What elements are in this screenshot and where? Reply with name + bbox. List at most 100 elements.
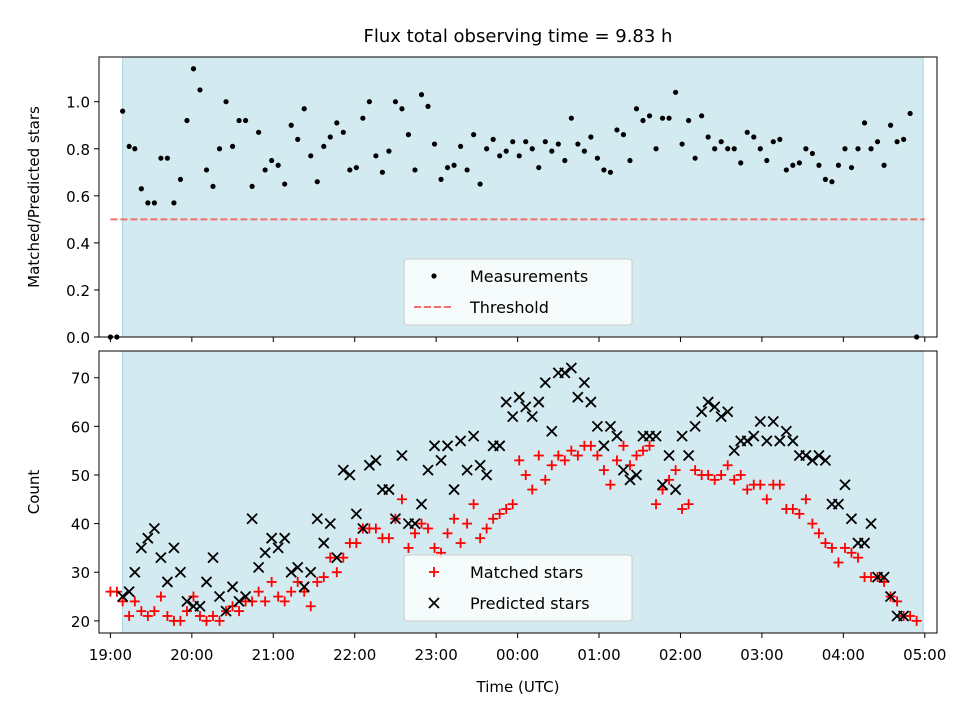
predicted-star-marker [767,415,779,428]
predicted-star-marker [123,586,135,598]
x-tick-label: 03:00 [740,646,783,664]
matched-star-marker [155,591,166,602]
x-tick-label: 04:00 [822,646,865,664]
predicted-star-marker [507,411,519,423]
matched-star-marker [247,596,258,607]
matched-star-marker [201,615,212,626]
measurement-point [431,141,438,147]
measurement-point [686,117,692,124]
predicted-star-marker [383,483,395,496]
predicted-star-marker [663,449,675,462]
matched-star-marker [585,440,596,451]
matched-star-marker [794,508,805,519]
predicted-star-marker [285,566,297,578]
x-tick-label: 23:00 [415,646,458,664]
measurement-point [594,155,601,161]
plot-area [107,66,925,340]
predicted-star-marker [611,430,623,442]
matched-star-marker [729,474,740,485]
legend-box [403,258,633,326]
chart-title: Flux total observing time = 9.83 h [364,26,673,47]
matched-star-marker [162,610,173,621]
measurement-point [562,157,568,164]
predicted-star-marker [467,430,480,442]
measurement-point [672,89,679,95]
matched-star-marker [651,499,662,510]
matched-star-marker [520,469,531,480]
y-tick-label: 70 [71,370,90,388]
measurement-point [405,132,412,138]
matched-star-marker [690,465,701,476]
predicted-star-marker [533,396,545,408]
matched-star-marker [572,450,583,461]
predicted-star-marker [318,537,330,549]
matched-star-marker [253,586,264,597]
matched-star-marker [846,547,857,558]
matched-star-marker [383,533,394,544]
measurement-point [848,164,855,171]
predicted-star-marker [200,576,213,588]
predicted-star-marker [787,435,799,447]
predicted-star-marker [526,411,538,423]
matched-star-marker [194,610,205,621]
measurement-point [308,153,314,159]
predicted-star-marker [259,547,271,559]
matched-star-marker [677,504,688,515]
predicted-star-marker [454,435,467,447]
legend: Measurements Threshold [403,258,633,326]
predicted-star-marker [220,605,232,617]
predicted-star-marker [370,454,382,467]
predicted-star-marker [669,483,682,496]
y-tick-label: 1.0 [66,94,90,112]
x-tick-label: 22:00 [333,646,376,664]
measurement-point [366,99,372,105]
matched-star-marker [429,542,440,553]
x-axis-label: Time (UTC) [476,678,560,696]
matched-star-marker [142,610,153,621]
measurement-point [242,117,249,124]
measurement-point [321,143,327,150]
predicted-star-marker [337,464,349,476]
matched-star-marker [833,557,844,568]
matched-star-marker [605,479,616,490]
measurement-point [607,169,614,175]
matched-star-marker [449,513,460,524]
measurement-point [803,146,809,152]
measurement-point [340,129,346,135]
measurement-point [887,122,894,128]
y-tick-label: 0.4 [66,235,90,253]
measurement-point [412,167,418,173]
measurement-point [249,183,255,190]
y-tick-label: 50 [71,467,90,485]
predicted-star-marker [396,449,408,462]
measurement-point [210,183,216,190]
matched-star-marker [403,542,414,553]
predicted-star-marker [520,401,532,413]
predicted-star-marker [878,571,890,583]
matched-star-marker [755,479,766,490]
measurement-point [399,106,405,112]
measurement-point [490,136,496,142]
x-tick-label: 02:00 [659,646,702,664]
measurement-point [777,136,783,142]
matched-star-marker [325,552,336,563]
predicted-star-marker [331,552,343,564]
measurement-point [809,150,815,157]
predicted-star-marker [357,522,369,535]
matched-star-marker [800,494,811,505]
y-tick-label: 0.8 [66,141,90,159]
predicted-star-marker [239,590,252,603]
measurement-point [744,129,750,135]
matched-star-marker [208,610,219,621]
predicted-star-marker [513,391,525,403]
measurement-point [842,146,848,152]
measurement-point [282,181,288,187]
measurement-point [223,99,229,105]
predicted-star-marker [389,513,402,525]
matched-star-marker [592,450,603,461]
matched-star-marker [807,518,818,529]
matched-star-marker [136,606,147,617]
predicted-star-marker [682,449,695,462]
predicted-star-marker [142,532,154,544]
